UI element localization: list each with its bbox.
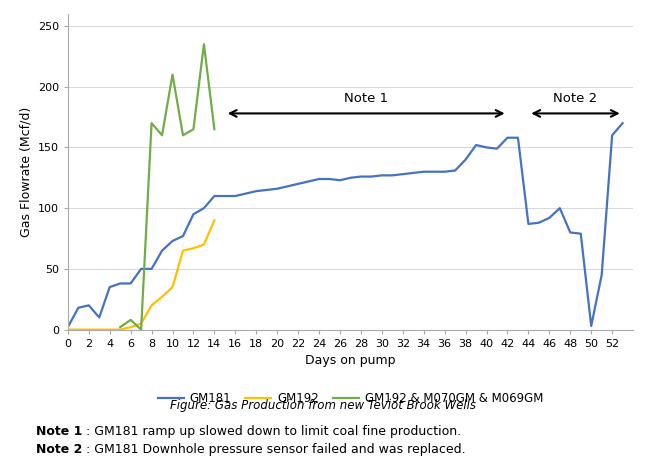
Y-axis label: Gas Flowrate (Mcf/d): Gas Flowrate (Mcf/d) [19, 106, 32, 237]
Text: : GM181 ramp up slowed down to limit coal fine production.: : GM181 ramp up slowed down to limit coa… [86, 425, 461, 438]
Text: Note 2: Note 2 [36, 443, 82, 456]
X-axis label: Days on pump: Days on pump [305, 354, 396, 367]
Text: Note 1: Note 1 [36, 425, 82, 438]
Text: Note 1: Note 1 [344, 92, 388, 105]
Text: Note 2: Note 2 [554, 92, 598, 105]
Legend: GM181, GM192, GM192 & M070GM & M069GM: GM181, GM192, GM192 & M070GM & M069GM [153, 388, 548, 410]
Text: Figure: Gas Production from new Teviot Brook Wells: Figure: Gas Production from new Teviot B… [170, 399, 476, 412]
Text: : GM181 Downhole pressure sensor failed and was replaced.: : GM181 Downhole pressure sensor failed … [86, 443, 466, 456]
